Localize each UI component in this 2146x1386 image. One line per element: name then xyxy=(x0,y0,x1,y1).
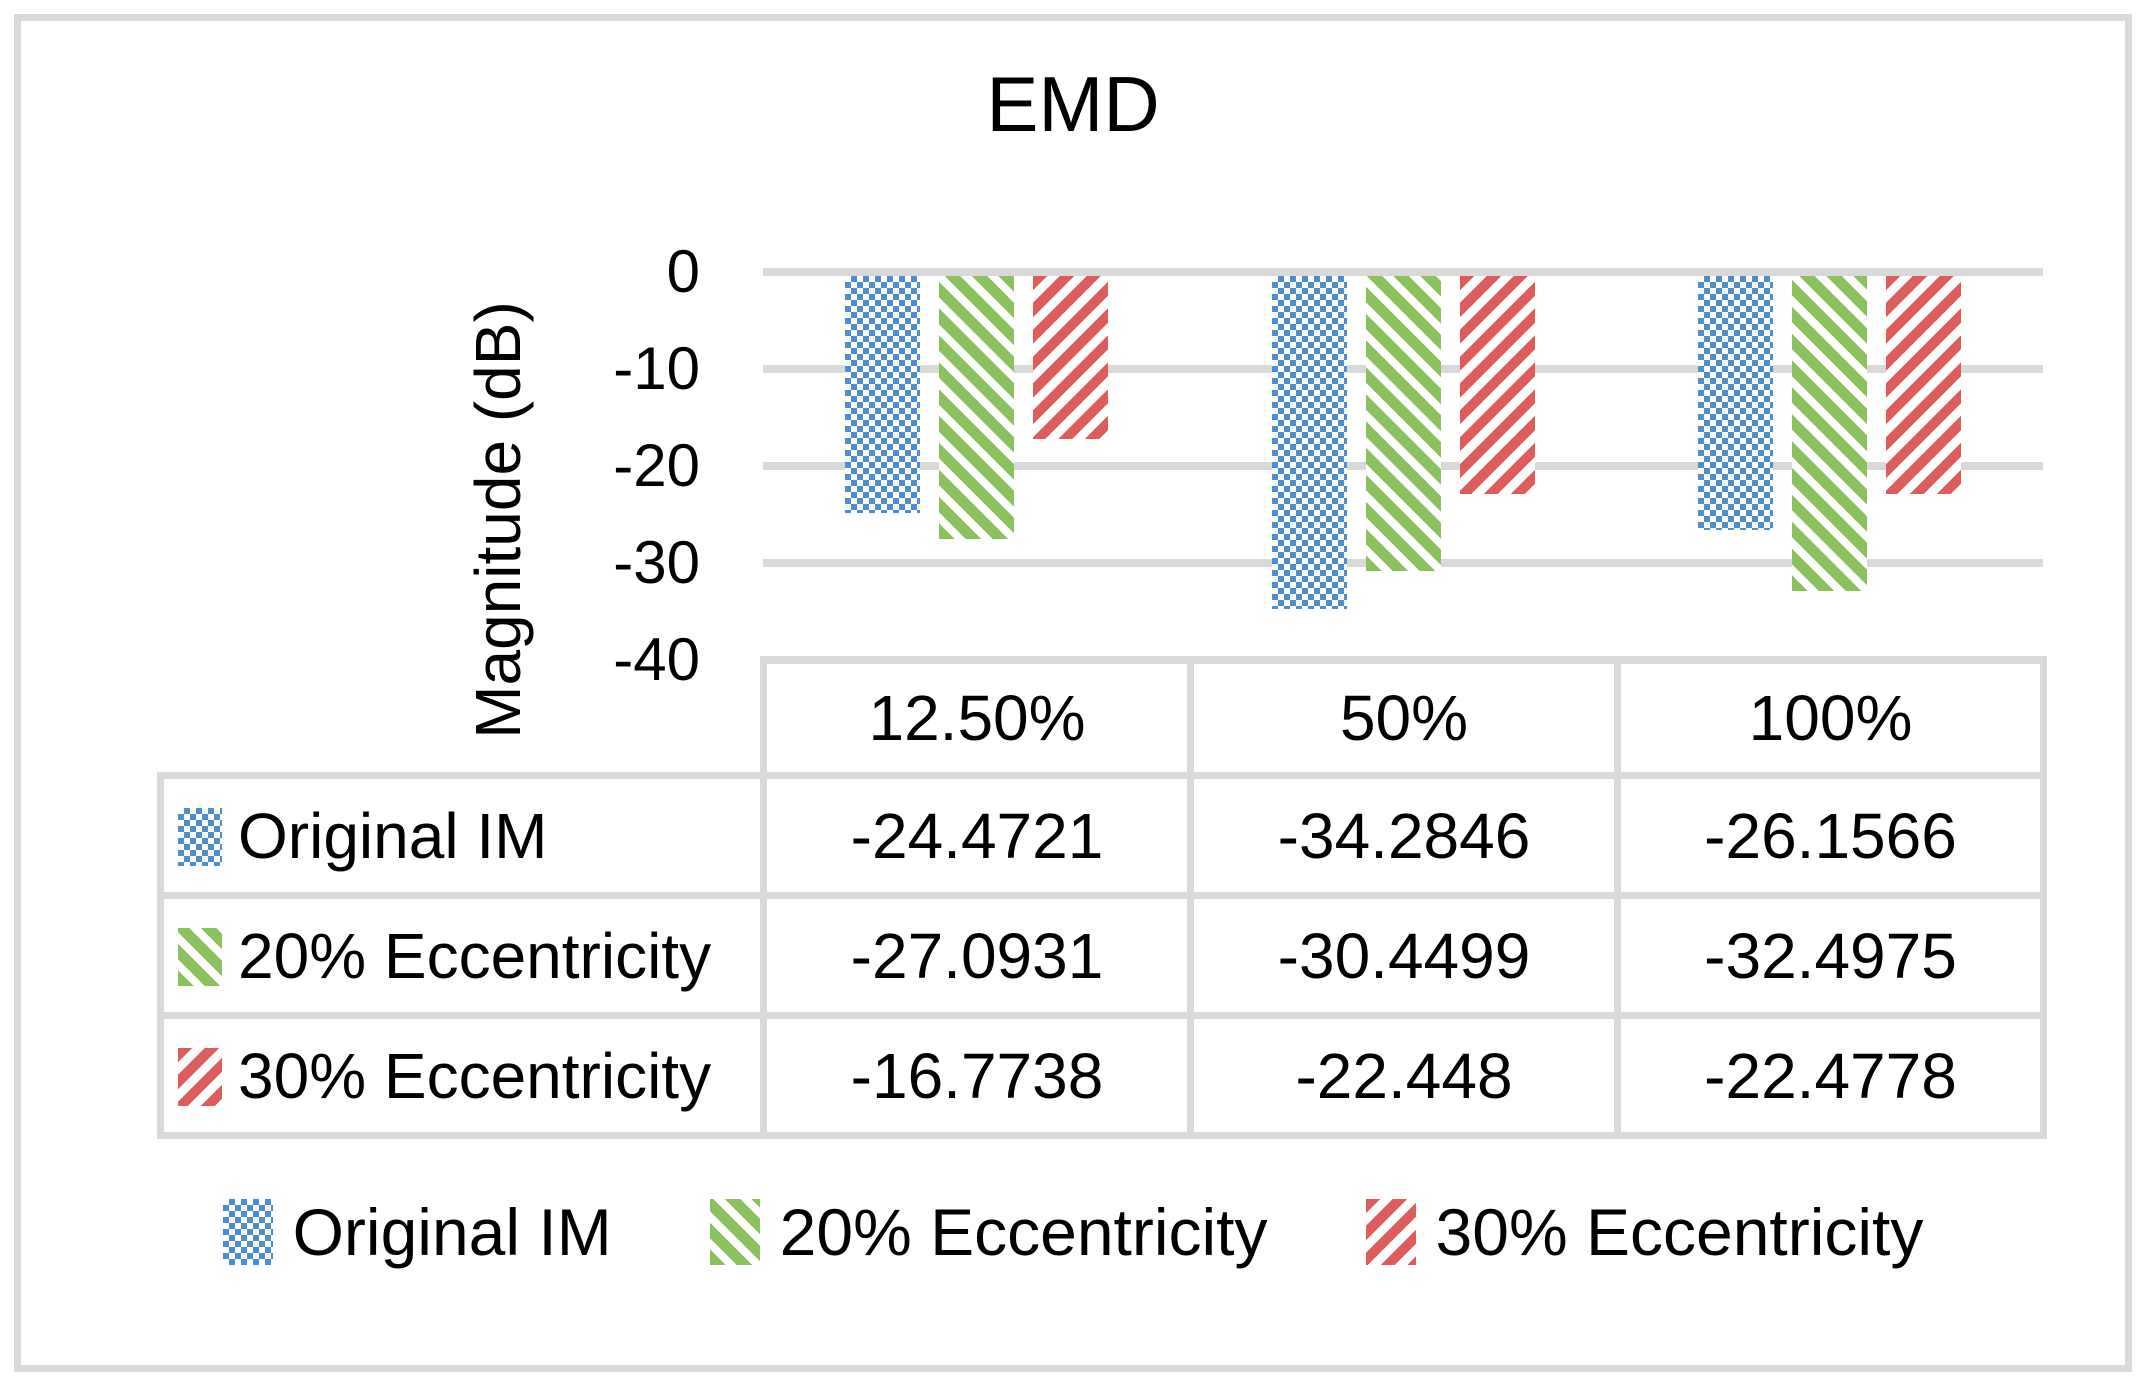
series-swatch-icon xyxy=(178,807,222,866)
table-cell-20-eccentricity-50: -30.4499 xyxy=(1187,892,1621,1019)
table-cell-original-im-50: -34.2846 xyxy=(1187,772,1621,899)
table-cell-30-eccentricity-50: -22.448 xyxy=(1187,1012,1621,1139)
legend-label: 20% Eccentricity xyxy=(779,1195,1268,1269)
table-row-20-eccentricity: 20% Eccentricity -27.0931 -30.4499 -32.4975 xyxy=(157,892,2047,1019)
y-tick-label--40: -40 xyxy=(613,626,700,693)
legend-label: 30% Eccentricity xyxy=(1435,1195,1924,1269)
series-name: 30% Eccentricity xyxy=(238,1039,712,1112)
table-cell-30-eccentricity-12-50: -16.7738 xyxy=(760,1012,1194,1139)
series-name: 20% Eccentricity xyxy=(238,919,712,992)
series-swatch-icon xyxy=(178,927,222,986)
legend-label: Original IM xyxy=(292,1195,612,1269)
y-tick-label--10: -10 xyxy=(613,335,700,402)
bar-30-eccentricity-100 xyxy=(1886,276,1962,495)
plot-area xyxy=(763,268,2043,664)
series-name: Original IM xyxy=(238,799,548,872)
y-tick-label--30: -30 xyxy=(613,529,700,596)
bar-30-eccentricity-12-50 xyxy=(1032,276,1108,439)
y-tick-label--20: -20 xyxy=(613,432,700,499)
table-cell-20-eccentricity-100: -32.4975 xyxy=(1614,892,2047,1019)
table-blank-corner xyxy=(161,660,764,776)
bar-original-im-50 xyxy=(1271,276,1347,609)
table-cell-30-eccentricity-100: -22.4778 xyxy=(1614,1012,2047,1139)
bar-20-eccentricity-50 xyxy=(1365,276,1441,572)
bar-20-eccentricity-100 xyxy=(1792,276,1868,592)
table-header-cell-12-50: 12.50% xyxy=(760,656,1194,779)
table-header-cell-100: 100% xyxy=(1614,656,2047,779)
series-swatch-icon xyxy=(178,1047,222,1106)
bar-20-eccentricity-12-50 xyxy=(938,276,1014,539)
chart-title: EMD xyxy=(986,60,1160,148)
legend-swatch-icon xyxy=(222,1199,273,1265)
data-table: 12.50% 50% 100% Original IM -24.4721 -34.2846… xyxy=(157,656,2047,1139)
legend: Original IM 20% Eccentricity 30% Eccentric… xyxy=(0,1180,2146,1284)
table-row-30-eccentricity: 30% Eccentricity -16.7738 -22.448 -22.4778 xyxy=(157,1012,2047,1139)
legend-swatch-icon xyxy=(709,1199,760,1265)
gridline-0 xyxy=(763,268,2043,276)
y-tick-label-0: 0 xyxy=(666,238,700,305)
table-cell-original-im-100: -26.1566 xyxy=(1614,772,2047,899)
legend-item-20-eccentricity: 20% Eccentricity xyxy=(709,1194,1268,1270)
table-row-label-20-eccentricity: 20% Eccentricity xyxy=(157,892,767,1019)
legend-item-30-eccentricity: 30% Eccentricity xyxy=(1365,1194,1924,1270)
bar-30-eccentricity-50 xyxy=(1459,276,1535,494)
bar-original-im-100 xyxy=(1698,276,1774,530)
table-row-label-original-im: Original IM xyxy=(157,772,767,899)
bar-original-im-12-50 xyxy=(844,276,920,514)
table-row-label-30-eccentricity: 30% Eccentricity xyxy=(157,1012,767,1139)
table-header-cell-50: 50% xyxy=(1187,656,1621,779)
table-cell-20-eccentricity-12-50: -27.0931 xyxy=(760,892,1194,1019)
table-row-original-im: Original IM -24.4721 -34.2846 -26.1566 xyxy=(157,772,2047,899)
table-cell-original-im-12-50: -24.4721 xyxy=(760,772,1194,899)
legend-item-original-im: Original IM xyxy=(222,1194,612,1270)
table-header-row: 12.50% 50% 100% xyxy=(161,656,2047,779)
legend-swatch-icon xyxy=(1365,1199,1416,1265)
